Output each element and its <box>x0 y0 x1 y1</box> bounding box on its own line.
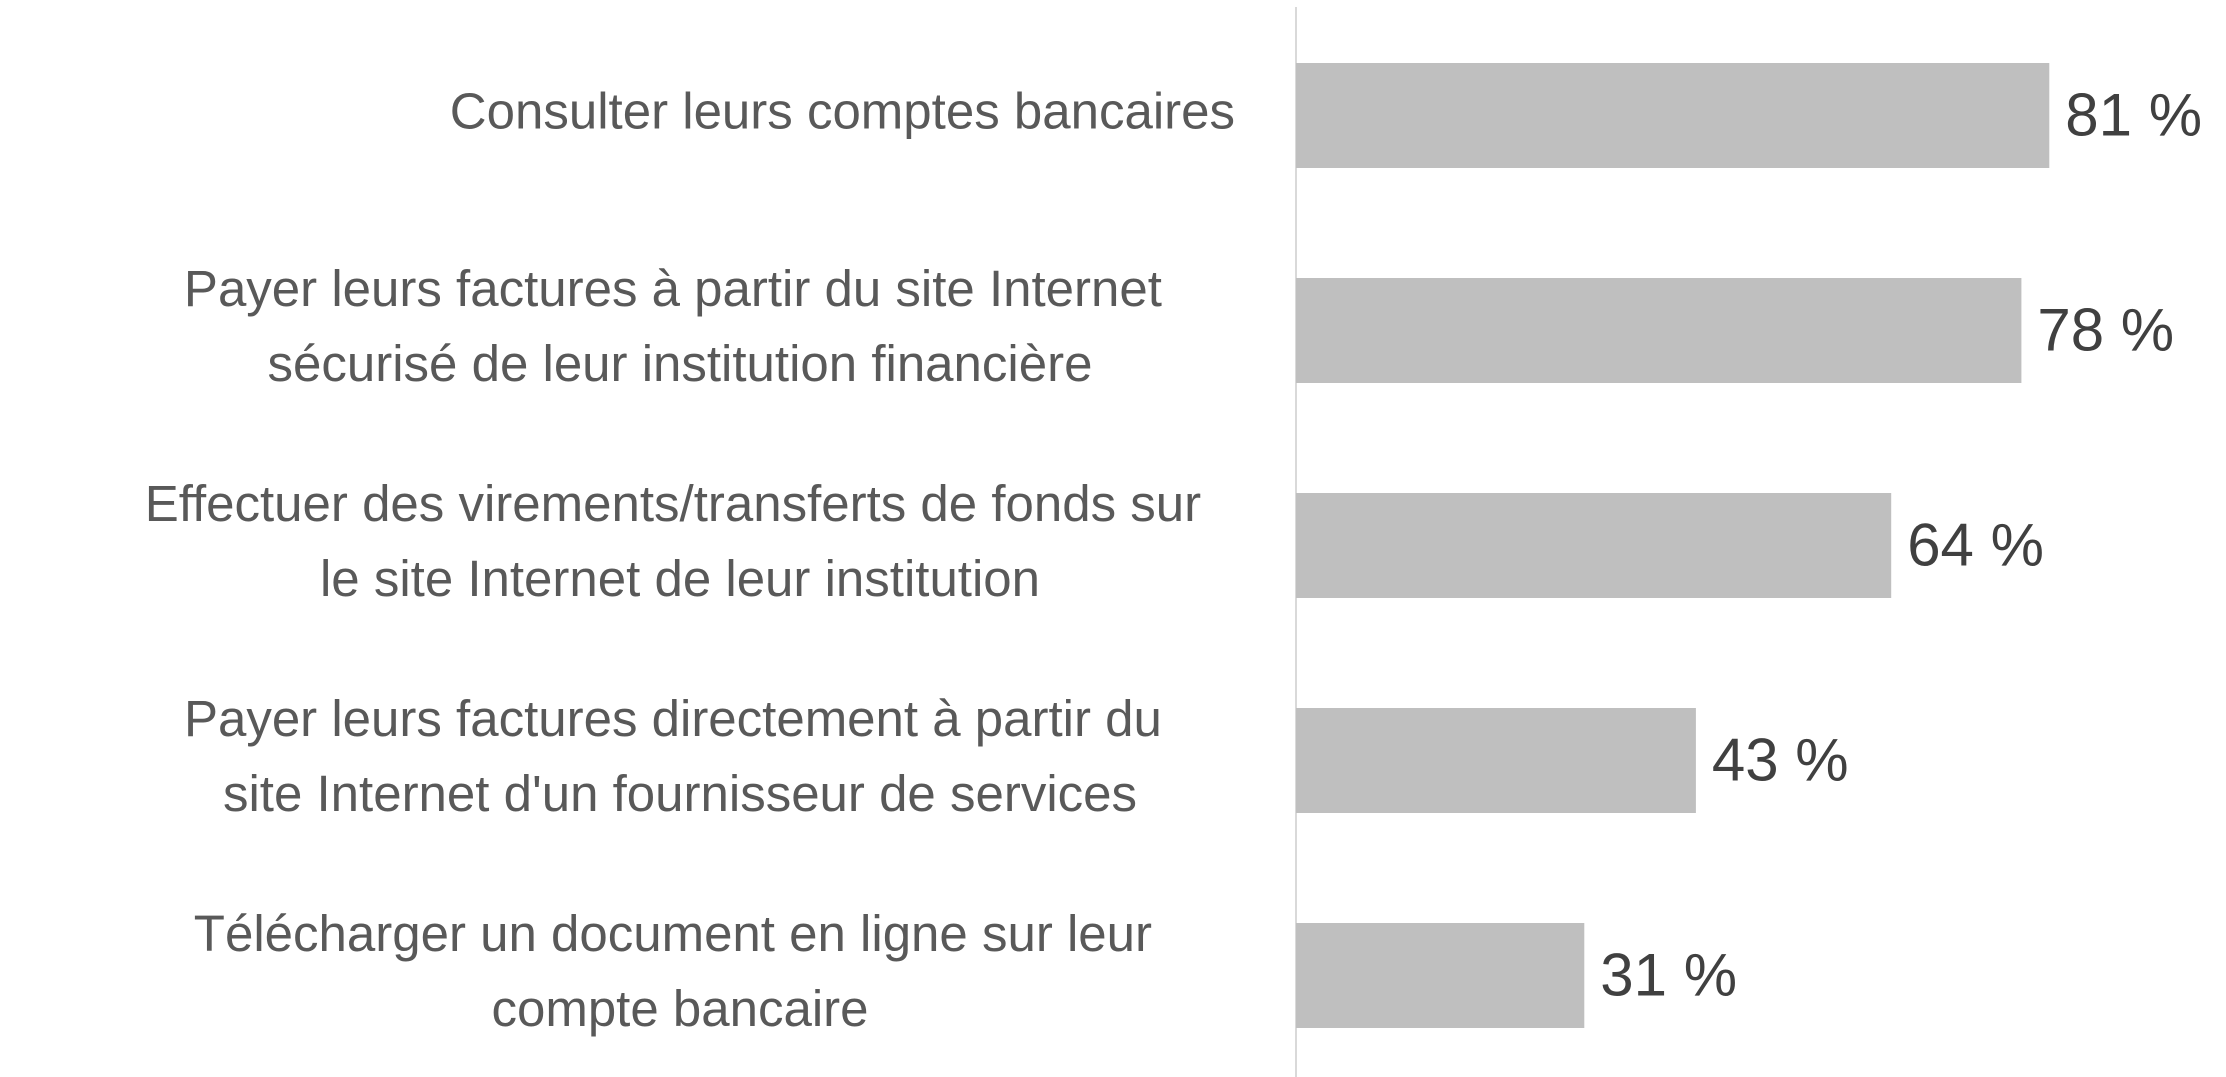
bar <box>1296 923 1585 1028</box>
category-line: Télécharger un document en ligne sur leu… <box>194 905 1166 962</box>
category-line: Payer leurs factures à partir du site In… <box>184 260 1176 317</box>
category-label: Payer leurs factures à partir du site In… <box>184 260 1176 392</box>
category-line: Payer leurs factures directement à parti… <box>184 690 1176 747</box>
value-label: 43 % <box>1712 726 1849 793</box>
category-line: sécurisé de leur institution financière <box>268 335 1093 392</box>
category-line: compte bancaire <box>491 980 868 1037</box>
value-label: 64 % <box>1907 511 2044 578</box>
category-label: Payer leurs factures directement à parti… <box>184 690 1176 822</box>
category-label: Effectuer des virements/transferts de fo… <box>145 475 1216 607</box>
category-label: Télécharger un document en ligne sur leu… <box>194 905 1166 1037</box>
bar <box>1296 708 1696 813</box>
category-label: Consulter leurs comptes bancaires <box>450 83 1235 140</box>
value-label: 31 % <box>1600 941 1737 1008</box>
category-line: Consulter leurs comptes bancaires <box>450 83 1235 140</box>
bar <box>1296 278 2022 383</box>
bar <box>1296 63 2050 168</box>
bar <box>1296 493 1892 598</box>
category-line: le site Internet de leur institution <box>320 550 1040 607</box>
category-line: Effectuer des virements/transferts de fo… <box>145 475 1216 532</box>
value-label: 78 % <box>2037 296 2174 363</box>
value-label: 81 % <box>2065 81 2202 148</box>
category-line: site Internet d'un fournisseur de servic… <box>223 765 1137 822</box>
